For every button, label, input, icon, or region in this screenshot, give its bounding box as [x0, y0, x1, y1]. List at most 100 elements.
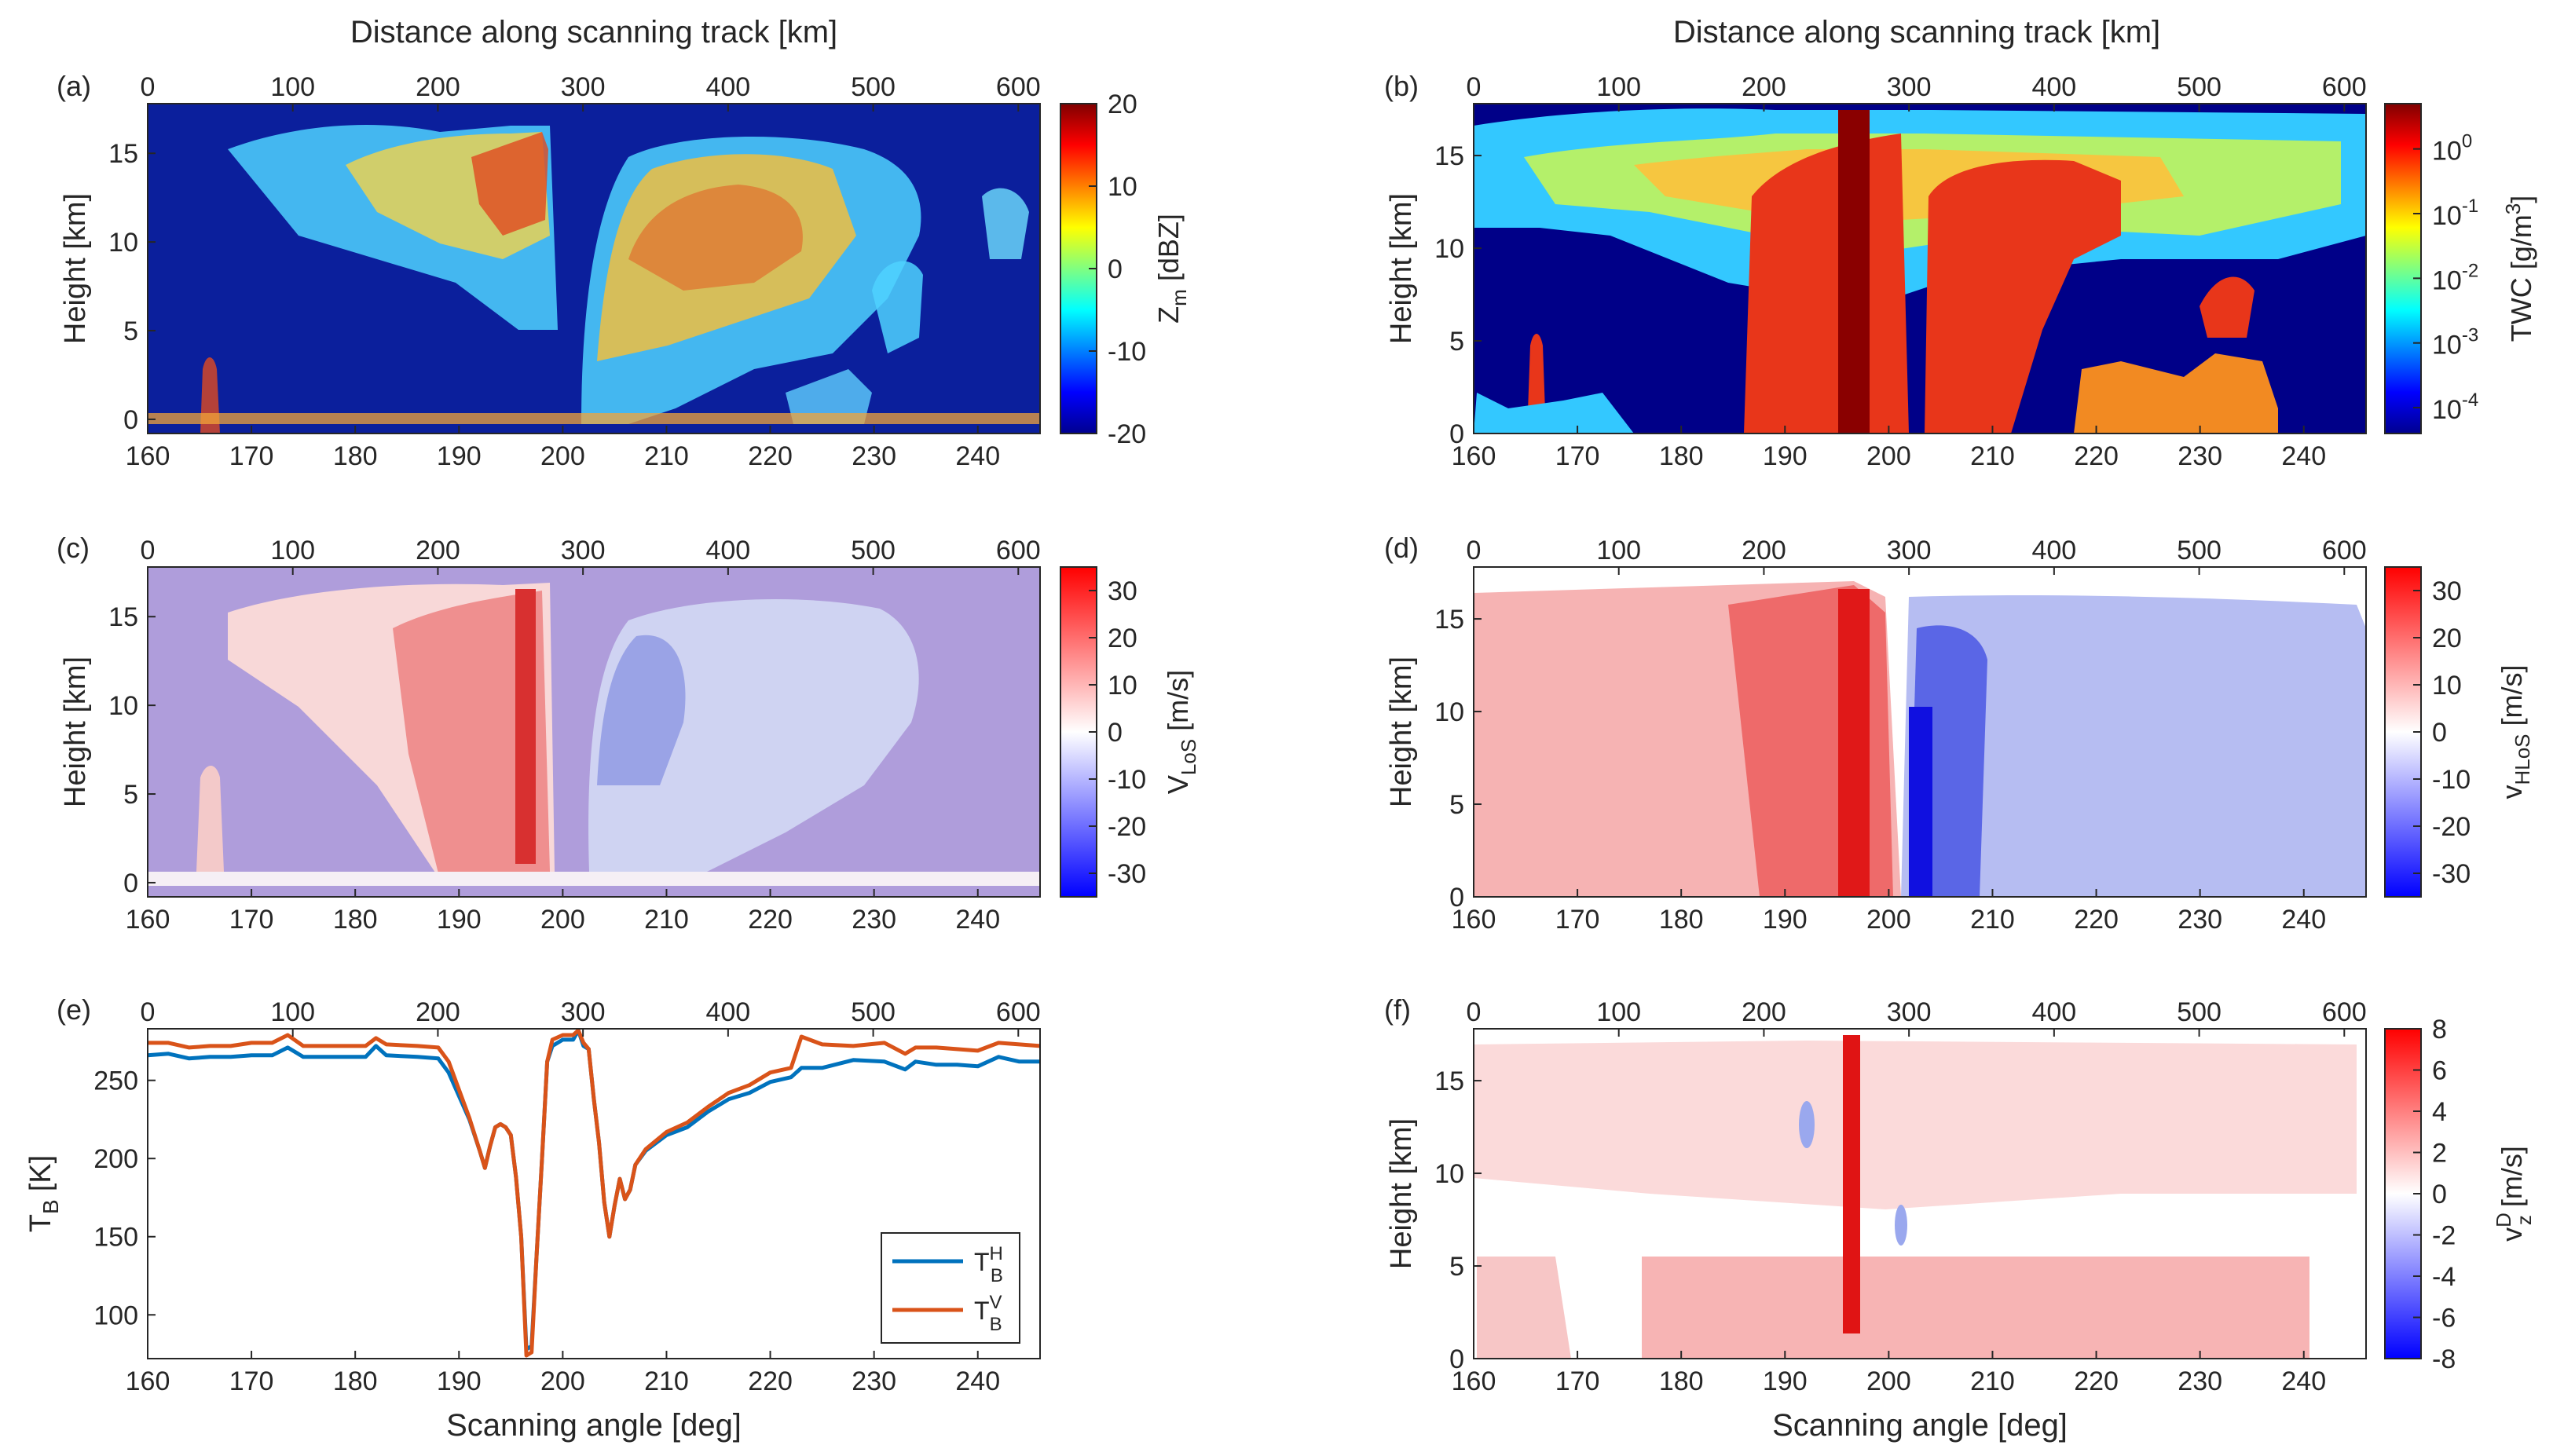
- vz-lower-left-f: [1477, 1257, 1571, 1359]
- x-tick-label-e: 240: [955, 1366, 1000, 1396]
- top-tick-label-d: 0: [1467, 536, 1482, 565]
- twc-low-cells-b: [2074, 353, 2278, 434]
- y-tick-label-b: 0: [1449, 419, 1464, 449]
- vz-updraft-f: [1843, 1035, 1860, 1333]
- x-tick-label-c: 230: [852, 905, 896, 935]
- x-tick-label-a: 190: [437, 441, 482, 471]
- top-tick-label-d: 300: [1887, 536, 1932, 565]
- series-line-tb-v: [148, 1028, 1041, 1358]
- colorbar-tick-label-d: 20: [2432, 624, 2462, 653]
- ylabel-e-unit: [K]: [24, 1155, 57, 1191]
- x-tick-label-f: 240: [2281, 1366, 2326, 1396]
- colorbar-tick-label-a: 0: [1108, 254, 1123, 284]
- top-tick-label-b: 400: [2031, 72, 2076, 102]
- vz-upper-layer-f: [1474, 1041, 2357, 1209]
- colorbar-tick-label-c: 20: [1108, 624, 1137, 653]
- heatmap-c: [148, 567, 1040, 897]
- colorbar-tick-label-d: -10: [2432, 765, 2471, 795]
- top-tick-label-c: 100: [270, 536, 315, 565]
- y-tick-label-c: 10: [108, 691, 138, 721]
- colorbar-tick-exp-b: -2: [2462, 260, 2478, 281]
- x-tick-label-f: 190: [1763, 1366, 1808, 1396]
- x-tick-label-b: 200: [1866, 441, 1911, 471]
- colorbar-tick-label-f: 2: [2432, 1139, 2447, 1169]
- legend-label-v: TV B: [974, 1292, 1002, 1335]
- x-tick-label-a: 240: [955, 441, 1000, 471]
- colorbar-label-b-sup: 3: [2501, 203, 2525, 214]
- ylabel-e-main: T: [24, 1214, 57, 1232]
- colorbar-tick-label-c: 0: [1108, 718, 1123, 748]
- colorbar-tick-label-b: 100: [2432, 131, 2472, 166]
- top-tick-label-f: 300: [1887, 997, 1932, 1027]
- top-tick-label-c: 400: [705, 536, 750, 565]
- colorbar-label-c-sub: LoS: [1177, 739, 1200, 775]
- x-tick-label-e: 220: [748, 1366, 793, 1396]
- panel-label-b: (b): [1384, 70, 1419, 102]
- top-tick-label-a: 400: [705, 72, 750, 102]
- y-tick-label-e: 200: [93, 1144, 138, 1174]
- colorbar-tick-label-c: 30: [1108, 576, 1137, 606]
- y-tick-label-d: 15: [1434, 605, 1464, 635]
- top-tick-label-b: 300: [1887, 72, 1932, 102]
- x-tick-label-f: 220: [2074, 1366, 2119, 1396]
- top-tick-label-e: 500: [851, 997, 896, 1027]
- top-tick-label-b: 600: [2322, 72, 2367, 102]
- ground-band-c: [148, 872, 1040, 886]
- colorbar-label-c: VLoS [m/s]: [1162, 670, 1200, 794]
- vz-down-1-f: [1799, 1101, 1815, 1148]
- colorbar-tick-label-a: 10: [1108, 172, 1137, 202]
- colorbar-tick-exp-b: -4: [2462, 390, 2478, 411]
- x-tick-label-b: 170: [1555, 441, 1600, 471]
- colorbar-label-c-unit: [m/s]: [1162, 670, 1194, 731]
- x-tick-label-b: 190: [1763, 441, 1808, 471]
- top-tick-label-f: 0: [1467, 997, 1482, 1027]
- y-tick-label-b: 5: [1449, 327, 1464, 357]
- x-tick-label-d: 170: [1555, 905, 1600, 935]
- y-tick-label-f: 10: [1434, 1159, 1464, 1189]
- axes-e: 160 170 180 190 200 210 220 230 240 0 100 200 300 400…: [93, 997, 1040, 1396]
- x-tick-label-c: 220: [748, 905, 793, 935]
- colorbar-b: [2384, 103, 2422, 434]
- x-tick-label-d: 200: [1866, 905, 1911, 935]
- top-tick-label-b: 100: [1596, 72, 1641, 102]
- x-tick-label-a: 160: [126, 441, 170, 471]
- colorbar-tick-label-a: -20: [1108, 419, 1146, 449]
- x-tick-label-a: 200: [540, 441, 585, 471]
- legend-label-v-sub: B: [990, 1314, 1002, 1335]
- x-tick-label-c: 190: [437, 905, 482, 935]
- ylabel-e-sub: B: [38, 1199, 63, 1214]
- colorbar-tick-label-f: 8: [2432, 1015, 2447, 1044]
- colorbar-tick-label-a: 20: [1108, 90, 1137, 119]
- twc-updraft-b: [1838, 110, 1870, 434]
- top-tick-label-c: 300: [561, 536, 606, 565]
- top-tick-label-a: 600: [996, 72, 1041, 102]
- colorbar-tick-label-d: -20: [2432, 812, 2471, 842]
- heatmap-f: [1474, 1035, 2357, 1359]
- y-tick-label-a: 10: [108, 228, 138, 258]
- colorbar-label-f-main: v: [2496, 1227, 2528, 1242]
- y-tick-label-e: 250: [93, 1066, 138, 1096]
- panel-label-f: (f): [1384, 993, 1411, 1026]
- colorbar-tick-exp-b: 0: [2462, 131, 2472, 152]
- x-tick-label-e: 160: [126, 1366, 170, 1396]
- top-tick-label-f: 400: [2031, 997, 2076, 1027]
- colorbar-label-b-unit: [g/m: [2505, 214, 2537, 269]
- echo-main-hot-a: [628, 185, 803, 291]
- colorbar-tick-label-c: -10: [1108, 765, 1146, 795]
- x-tick-label-d: 220: [2074, 905, 2119, 935]
- top-tick-label-f: 600: [2322, 997, 2367, 1027]
- colorbar-tick-label-b: 10-4: [2432, 390, 2478, 425]
- x-tick-label-e: 210: [644, 1366, 689, 1396]
- colorbar-tick-base-b: 10: [2432, 201, 2462, 231]
- top-tick-label-e: 200: [416, 997, 460, 1027]
- twc-low-left-b: [1474, 393, 1634, 434]
- x-tick-label-e: 190: [437, 1366, 482, 1396]
- colorbar-tick-exp-b: -3: [2462, 325, 2478, 346]
- top-tick-label-e: 0: [141, 997, 156, 1027]
- x-tick-label-c: 180: [333, 905, 378, 935]
- xlabel-e: Scanning angle [deg]: [446, 1408, 742, 1443]
